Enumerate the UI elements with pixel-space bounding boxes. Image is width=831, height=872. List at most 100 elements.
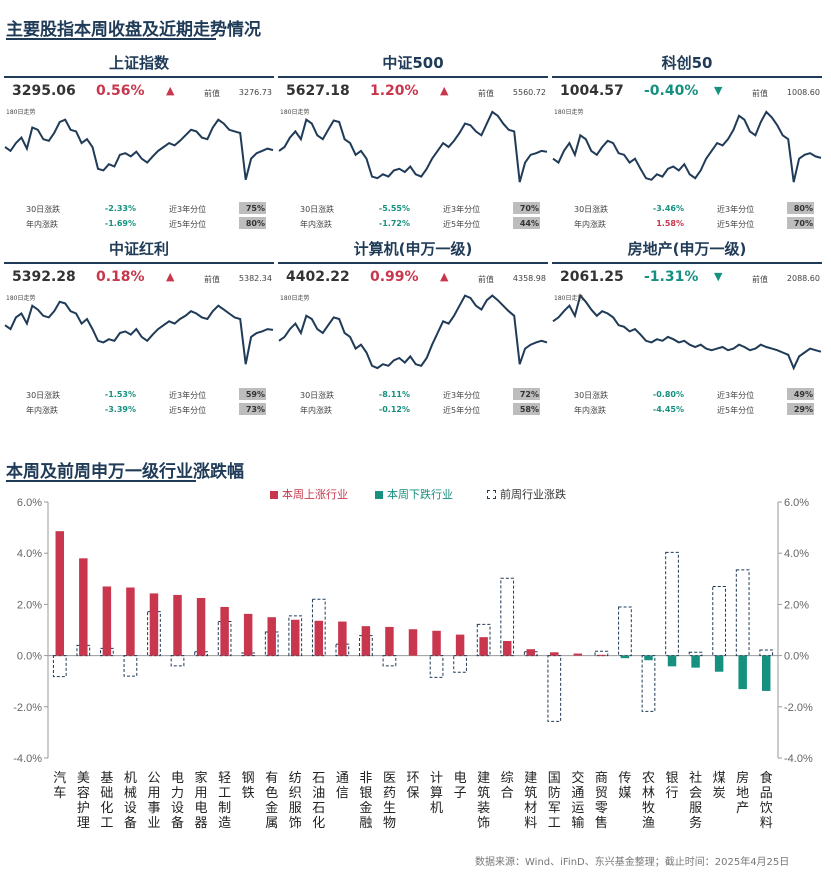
pct-3y-label: 近3年分位	[717, 391, 755, 400]
x-category-label: 电子	[454, 771, 467, 801]
prev-value: 1008.60	[786, 88, 820, 97]
stats-row-ytd: 年内涨跌 1.58% 近5年分位 70%	[552, 217, 822, 231]
sparkline-path	[4, 300, 274, 365]
x-category-label: 建筑装饰	[477, 771, 490, 831]
pct-5y-badge: 44%	[513, 217, 540, 229]
section-title: 本周及前周申万一级行业涨跌幅	[6, 462, 244, 482]
x-category-label: 有色金属	[265, 771, 278, 831]
x-category-label: 房地产	[736, 770, 749, 816]
index-panel: 科创50 1004.57 -0.40% ▼ 前值 1008.60 180日走势 30日涨跌 -3…	[552, 52, 822, 232]
index-close-value: 5627.18	[286, 83, 350, 99]
up-bar	[597, 654, 606, 656]
index-panel: 中证红利 5392.28 0.18% ▲ 前值 5382.34 180日走势 30日涨跌 -1.…	[4, 238, 274, 418]
x-category-label: 国防军工	[548, 771, 561, 831]
x-category-label: 钢铁	[242, 771, 255, 801]
legend-prev-swatch	[487, 490, 496, 499]
x-category-label: 汽车	[53, 771, 66, 801]
legend-down-swatch	[375, 491, 383, 499]
prev-week-bar	[170, 655, 185, 667]
pct-5y-label: 近5年分位	[717, 406, 755, 415]
x-category-label: 传媒	[618, 771, 631, 801]
stats-row-ytd: 年内涨跌 -4.45% 近5年分位 29%	[552, 403, 822, 417]
index-change: 1.20%	[370, 83, 419, 99]
prev-value: 5382.34	[238, 274, 272, 283]
stats-row-ytd: 年内涨跌 -1.69% 近5年分位 80%	[4, 217, 274, 231]
index-change: -1.31%	[644, 269, 699, 285]
up-bar	[573, 653, 583, 656]
index-close-value: 3295.06	[12, 83, 76, 99]
y-tick-label-left: -4.0%	[13, 753, 42, 765]
index-close-value: 2061.25	[560, 269, 624, 285]
down-bar	[644, 655, 653, 661]
up-bar	[79, 558, 88, 656]
prev-week-bar	[429, 655, 444, 678]
pct-5y-badge: 58%	[513, 403, 540, 415]
prev-week-bar	[735, 569, 750, 657]
pct-3y-badge: 70%	[513, 202, 540, 214]
prev-value-label: 前值	[204, 89, 220, 98]
index-change: 0.56%	[96, 83, 145, 99]
chg-ytd-label: 年内涨跌	[300, 406, 332, 415]
chg-30d-label: 30日涨跌	[300, 391, 335, 400]
up-bar	[149, 593, 159, 656]
up-bar	[291, 619, 300, 656]
x-category-label: 机械设备	[124, 771, 137, 831]
index-close-value: 5392.28	[12, 269, 76, 285]
stats-row-30d: 30日涨跌 -3.46% 近3年分位 80%	[552, 202, 822, 216]
chg-ytd-value: -4.45%	[652, 405, 684, 414]
x-category-label: 计算机	[430, 771, 443, 816]
x-category-label: 电力设备	[171, 771, 184, 831]
prev-week-bar	[123, 655, 138, 677]
pct-5y-badge: 73%	[239, 403, 266, 415]
up-bar	[455, 634, 465, 656]
index-close-value: 1004.57	[560, 83, 624, 99]
x-category-label: 纺织服饰	[289, 771, 302, 831]
index-underline	[552, 76, 822, 78]
sparkline-path	[278, 294, 548, 370]
trend-sparkline	[4, 118, 274, 181]
trend-label: 180日走势	[554, 295, 584, 302]
y-tick-label-left: -2.0%	[13, 702, 42, 714]
chg-30d-label: 30日涨跌	[574, 205, 609, 214]
y-tick-label-right: 2.0%	[784, 599, 809, 611]
up-bar	[385, 626, 394, 656]
pct-5y-badge: 29%	[787, 403, 814, 415]
down-bar	[691, 655, 700, 668]
x-category-label: 通信	[336, 771, 349, 801]
y-tick-label-left: 4.0%	[17, 548, 42, 560]
chg-30d-label: 30日涨跌	[300, 205, 335, 214]
pct-5y-label: 近5年分位	[169, 406, 207, 415]
x-category-label: 综合	[501, 771, 514, 801]
chg-ytd-label: 年内涨跌	[300, 220, 332, 229]
up-bar	[102, 586, 112, 656]
prev-value-label: 前值	[752, 89, 768, 98]
sparkline-path	[4, 118, 274, 181]
x-category-label: 非银金融	[359, 771, 372, 831]
pct-5y-label: 近5年分位	[169, 220, 207, 229]
direction-arrow-icon: ▼	[714, 270, 723, 283]
trend-sparkline	[278, 110, 548, 183]
chg-ytd-value: -1.69%	[104, 219, 136, 228]
y-tick-label-right: -2.0%	[784, 702, 813, 714]
prev-week-bar	[665, 551, 679, 657]
chg-30d-value: -0.80%	[652, 390, 684, 399]
x-category-label: 食品饮料	[760, 770, 773, 831]
chg-ytd-label: 年内涨跌	[26, 406, 58, 415]
x-category-label: 公用事业	[147, 771, 160, 831]
legend-down: 本周下跌行业	[375, 486, 453, 502]
x-category-label: 煤炭	[713, 771, 726, 801]
pct-3y-label: 近3年分位	[169, 205, 207, 214]
up-bar	[314, 620, 324, 656]
x-category-label: 农林牧渔	[642, 771, 655, 831]
index-panel: 上证指数 3295.06 0.56% ▲ 前值 3276.73 180日走势 30日涨跌 -2.…	[4, 52, 274, 232]
direction-arrow-icon: ▼	[714, 84, 723, 97]
up-bar	[267, 617, 276, 656]
down-bar	[738, 655, 747, 690]
trend-label: 180日走势	[6, 295, 36, 302]
chg-30d-value: -8.11%	[378, 390, 410, 399]
up-bar	[526, 649, 535, 656]
x-category-label: 商贸零售	[595, 771, 608, 831]
index-underline	[4, 262, 274, 264]
up-bar	[479, 637, 488, 656]
chg-30d-label: 30日涨跌	[26, 205, 61, 214]
